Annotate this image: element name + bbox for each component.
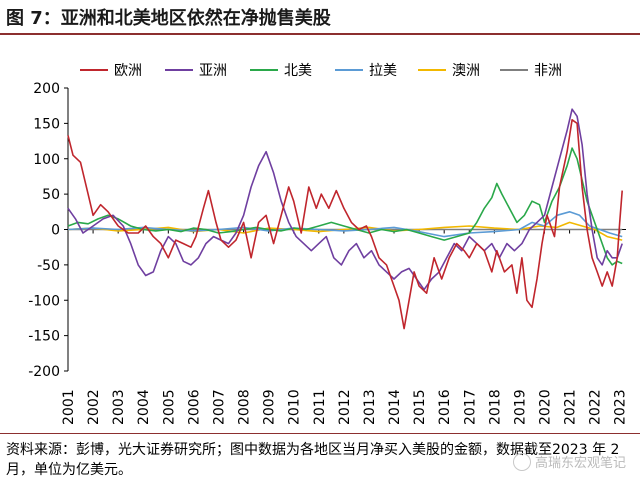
y-tick-label: 100 — [33, 152, 60, 168]
chart-series — [67, 108, 623, 330]
x-tick-label: 2001 — [61, 389, 77, 425]
x-tick-label: 2022 — [588, 389, 604, 425]
x-tick-label: 2018 — [487, 389, 503, 425]
legend-label: 欧洲 — [114, 63, 142, 79]
legend-label: 亚洲 — [199, 63, 227, 79]
legend-item: 北美 — [250, 63, 312, 79]
figure-title: 图 7：亚洲和北美地区依然在净抛售美股 — [6, 8, 331, 29]
x-tick-label: 2004 — [136, 389, 152, 425]
x-tick-label: 2005 — [161, 389, 177, 425]
title-rule — [0, 33, 640, 35]
footnote-rule — [0, 433, 640, 434]
series-line-亚洲 — [67, 108, 623, 291]
x-tick-label: 2007 — [211, 389, 227, 425]
line-chart: 欧洲 亚洲 北美 拉美 澳洲 非洲 -200 -150 -100 -50 0 50 100 150 200… — [28, 63, 629, 425]
x-tick-label: 2006 — [186, 389, 202, 425]
y-tick-label: 200 — [33, 81, 60, 97]
wechat-icon — [512, 452, 531, 471]
y-tick-label: 150 — [33, 116, 60, 132]
chart-axes: -200 -150 -100 -50 0 50 100 150 200 2001 2002 2003 2… — [28, 81, 629, 425]
source-footnote: 资料来源：彭博，光大证券研究所；图中数据为各地区当月净买入美股的金额，数据截至2… — [6, 442, 620, 478]
x-tick-label: 2010 — [287, 389, 303, 425]
legend-label: 澳洲 — [452, 63, 480, 79]
y-tick-label: -50 — [37, 258, 60, 274]
legend-label: 拉美 — [369, 63, 397, 79]
x-tick-label: 2002 — [86, 389, 102, 425]
legend-label: 北美 — [284, 63, 312, 79]
watermark-text: 高瑞东宏观笔记 — [534, 456, 626, 471]
y-tick-label: -150 — [28, 329, 60, 345]
y-tick-label: -200 — [28, 364, 60, 380]
legend-item: 欧洲 — [80, 63, 142, 79]
x-tick-label: 2008 — [237, 389, 253, 425]
x-tick-label: 2021 — [563, 389, 579, 425]
watermark: 高瑞东宏观笔记 — [512, 452, 626, 471]
x-tick-label: 2013 — [362, 389, 378, 425]
x-tick-label: 2016 — [437, 389, 453, 425]
legend-item: 亚洲 — [165, 63, 227, 79]
series-line-欧洲 — [67, 119, 623, 330]
y-tick-label: 50 — [42, 187, 60, 203]
legend-item: 澳洲 — [418, 63, 480, 79]
x-tick-label: 2003 — [111, 389, 127, 425]
x-tick-label: 2014 — [387, 389, 403, 425]
y-tick-label: -100 — [28, 293, 60, 309]
legend-item: 非洲 — [500, 63, 562, 79]
x-tick-label: 2015 — [412, 389, 428, 425]
x-tick-label: 2023 — [613, 389, 629, 425]
x-tick-label: 2009 — [262, 389, 278, 425]
x-tick-label: 2020 — [537, 389, 553, 425]
legend-item: 拉美 — [335, 63, 397, 79]
series-line-北美 — [67, 147, 623, 266]
x-tick-label: 2011 — [312, 389, 328, 425]
x-tick-label: 2017 — [462, 389, 478, 425]
chart-legend: 欧洲 亚洲 北美 拉美 澳洲 非洲 — [80, 63, 562, 79]
legend-label: 非洲 — [534, 63, 562, 79]
x-tick-label: 2019 — [512, 389, 528, 425]
y-tick-label: 0 — [51, 223, 60, 239]
x-tick-label: 2012 — [337, 389, 353, 425]
